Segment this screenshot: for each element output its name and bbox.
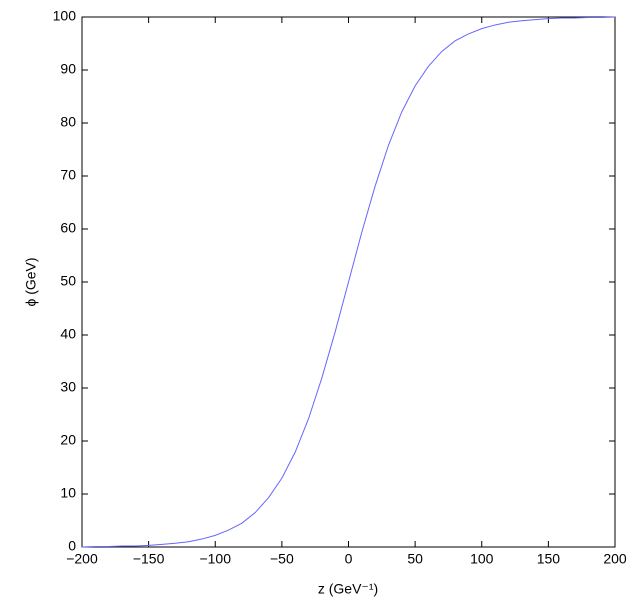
x-tick-label: 0 xyxy=(345,551,353,567)
x-tick-label: 50 xyxy=(407,551,423,567)
y-axis-label: ϕ (GeV) xyxy=(23,257,39,306)
y-tick-label: 20 xyxy=(60,432,76,448)
y-tick-label: 80 xyxy=(60,114,76,130)
y-tick-label: 50 xyxy=(60,273,76,289)
y-tick-label: 30 xyxy=(60,379,76,395)
y-tick-label: 40 xyxy=(60,326,76,342)
line-series xyxy=(81,16,616,548)
x-tick-label: 200 xyxy=(603,551,627,567)
x-tick-label: 100 xyxy=(470,551,494,567)
y-tick-label: 60 xyxy=(60,220,76,236)
y-tick-label: 90 xyxy=(60,61,76,77)
x-tick-label: 150 xyxy=(537,551,561,567)
x-tick-label: −150 xyxy=(133,551,165,567)
x-tick-label: −100 xyxy=(199,551,231,567)
y-tick-label: 10 xyxy=(60,485,76,501)
x-tick-label: −50 xyxy=(270,551,294,567)
y-tick-label: 100 xyxy=(53,8,77,24)
x-axis-label: z (GeV⁻¹) xyxy=(318,581,378,597)
y-tick-label: 70 xyxy=(60,167,76,183)
x-tick-label: −200 xyxy=(66,551,98,567)
y-tick-label: 0 xyxy=(68,538,76,554)
